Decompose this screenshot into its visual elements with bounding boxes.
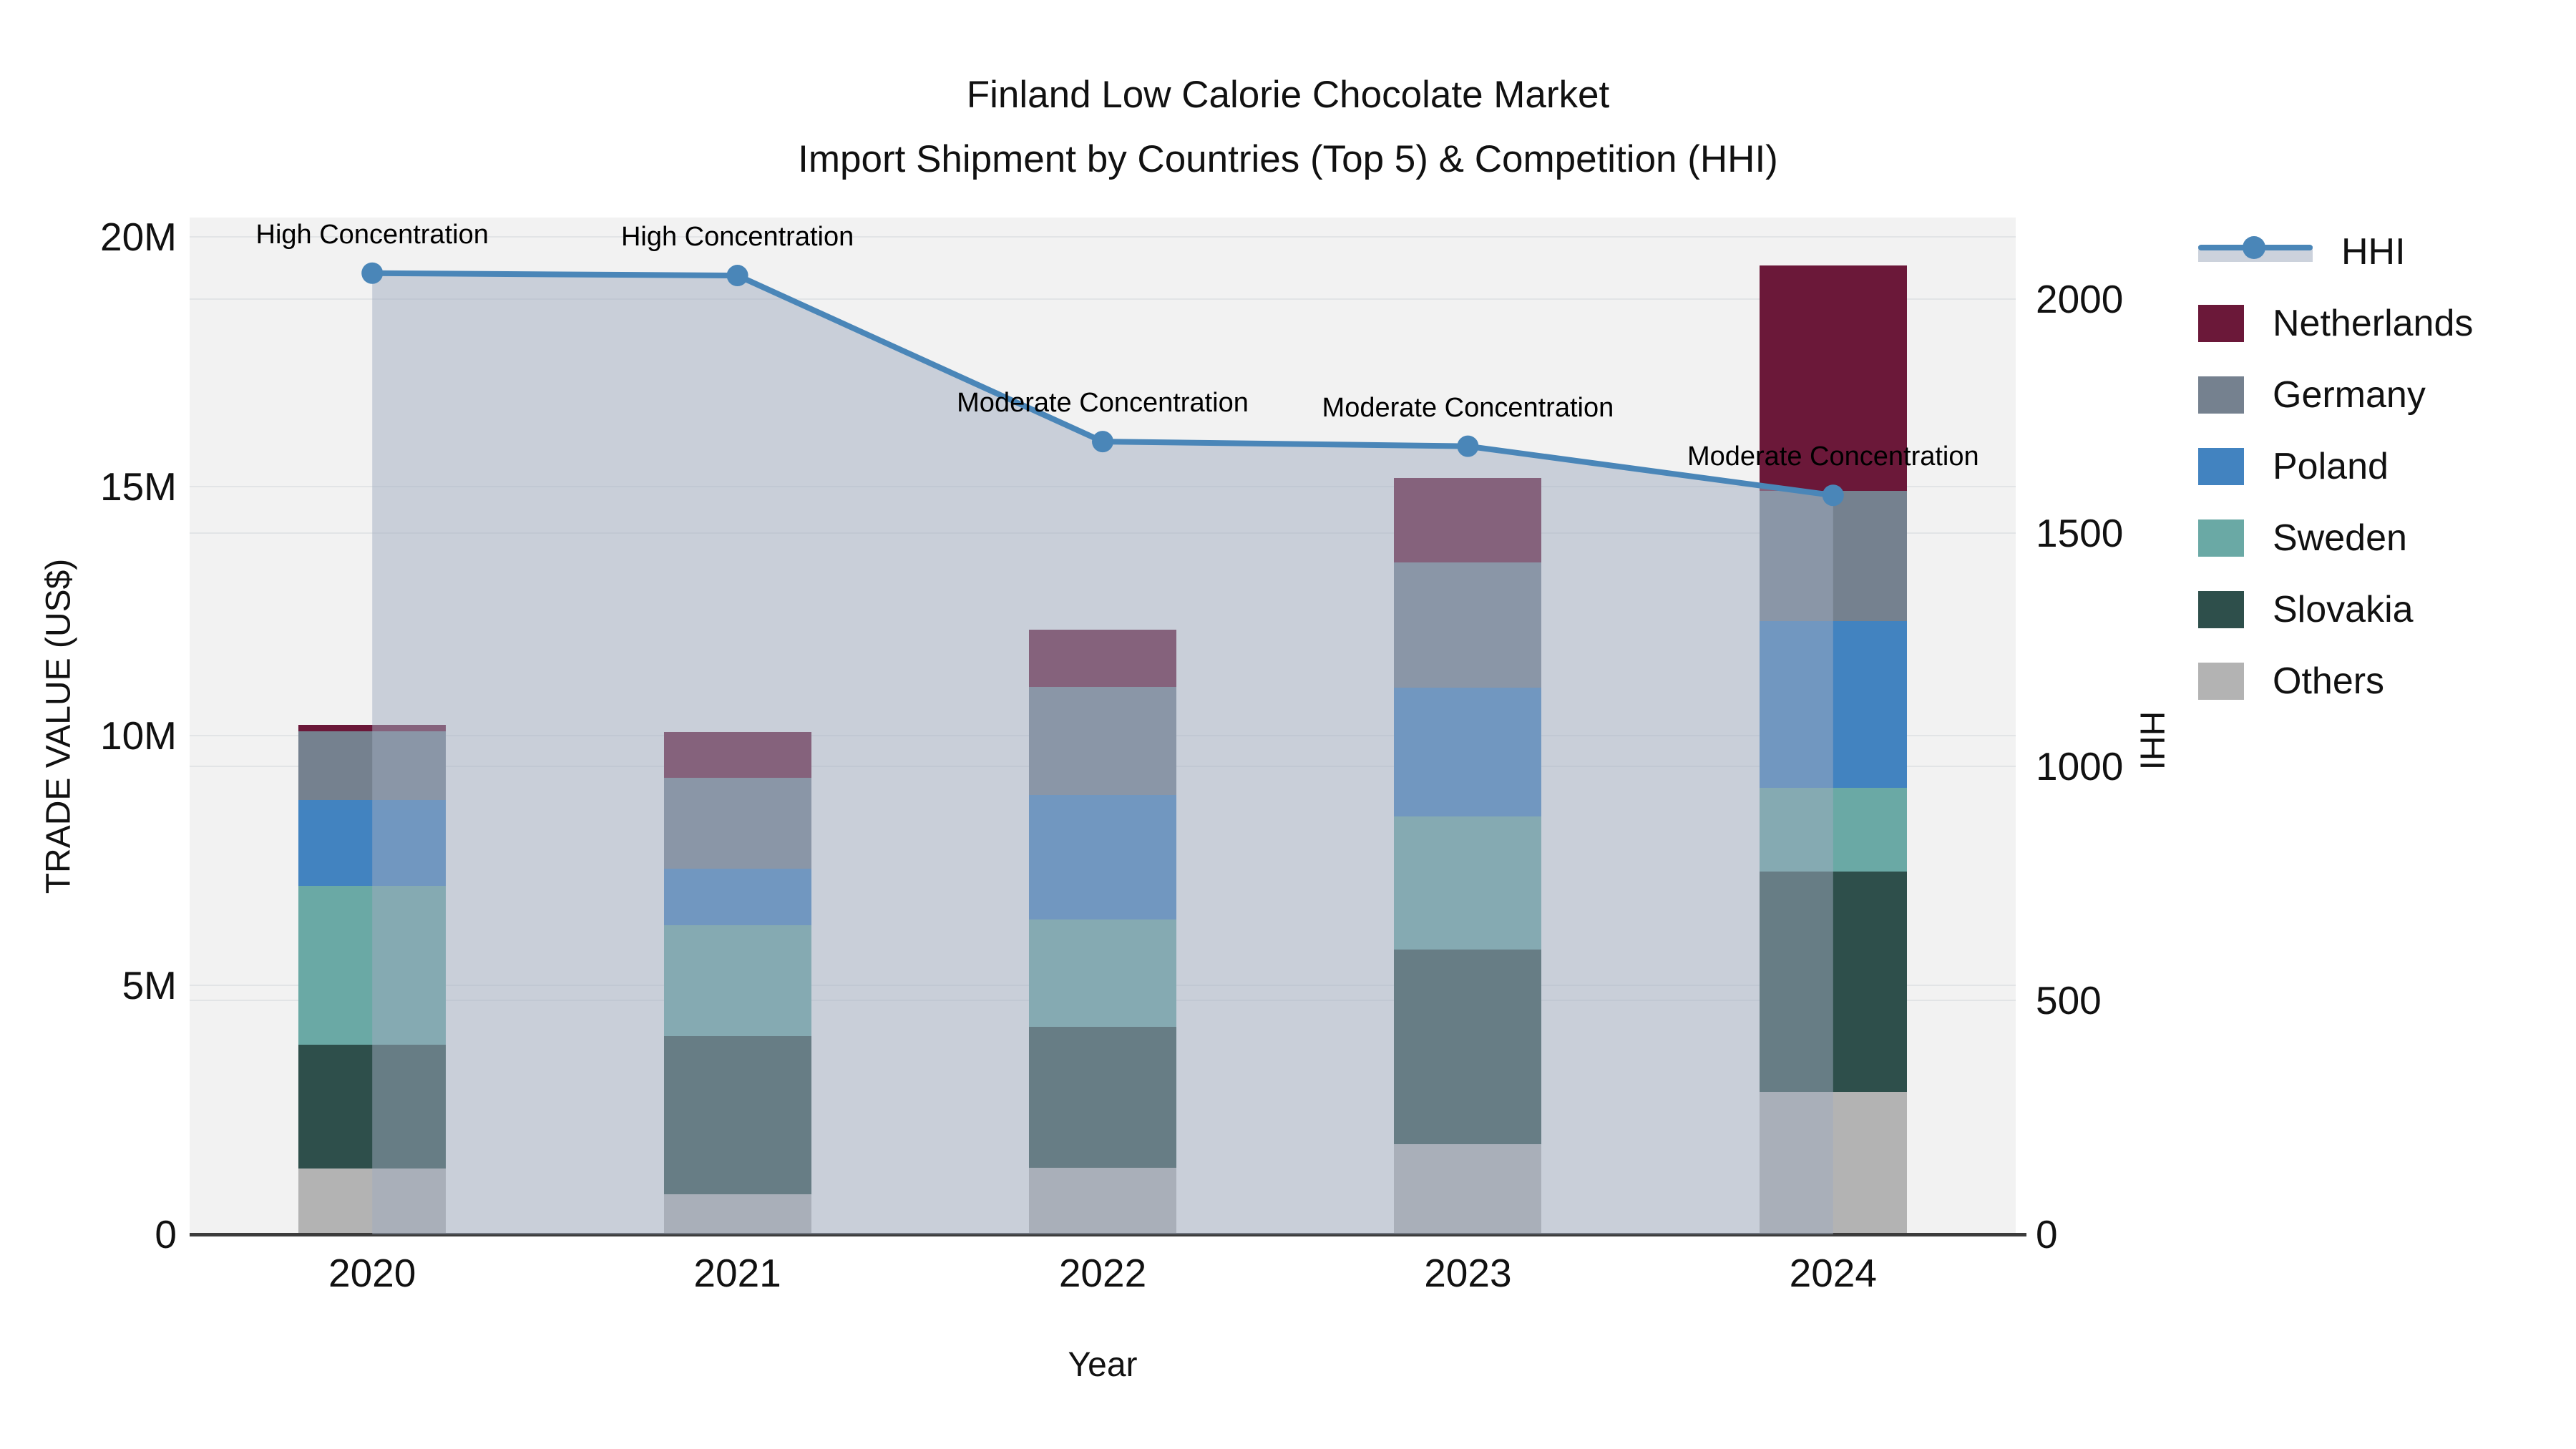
y2-axis-title: HHI bbox=[2132, 711, 2171, 770]
bar-segment-netherlands-2020[interactable] bbox=[298, 724, 447, 731]
hhi-line-legend-glyph bbox=[2198, 233, 2313, 270]
gridline-trade-20 bbox=[190, 236, 2016, 238]
y2-tick-500: 500 bbox=[2036, 978, 2102, 1023]
bar-segment-germany-2022[interactable] bbox=[1029, 686, 1176, 795]
bar-segment-sweden-2020[interactable] bbox=[298, 885, 447, 1045]
bar-segment-poland-2021[interactable] bbox=[663, 869, 811, 925]
legend-item-others[interactable]: Others bbox=[2198, 660, 2473, 703]
x-tick-2022: 2022 bbox=[1058, 1251, 1147, 1295]
legend-label-netherlands: Netherlands bbox=[2273, 303, 2474, 344]
legend-label-poland: Poland bbox=[2273, 446, 2389, 487]
bar-segment-poland-2024[interactable] bbox=[1759, 620, 1907, 789]
legend-label-hhi: HHI bbox=[2341, 231, 2406, 273]
x-axis-line bbox=[190, 1233, 2026, 1236]
legend-swatch-sweden bbox=[2198, 519, 2244, 557]
y-tick-20M: 20M bbox=[100, 215, 177, 260]
legend-item-netherlands[interactable]: Netherlands bbox=[2198, 302, 2473, 345]
bar-segment-germany-2021[interactable] bbox=[663, 778, 811, 869]
annotation-2024: Moderate Concentration bbox=[1687, 441, 1979, 472]
bar-segment-others-2024[interactable] bbox=[1759, 1092, 1907, 1234]
y2-tick-1500: 1500 bbox=[2036, 510, 2124, 555]
bar-segment-germany-2024[interactable] bbox=[1759, 490, 1907, 621]
legend-label-slovakia: Slovakia bbox=[2273, 589, 2414, 630]
bar-segment-slovakia-2024[interactable] bbox=[1759, 872, 1907, 1093]
y-tick-0: 0 bbox=[155, 1212, 177, 1257]
bar-segment-germany-2020[interactable] bbox=[298, 731, 447, 800]
legend-swatch-netherlands bbox=[2198, 305, 2244, 342]
bar-segment-netherlands-2021[interactable] bbox=[663, 731, 811, 779]
bar-segment-others-2020[interactable] bbox=[298, 1169, 447, 1234]
bar-segment-germany-2023[interactable] bbox=[1394, 562, 1542, 688]
chart-title-line1: Finland Low Calorie Chocolate Market bbox=[966, 74, 1610, 116]
bar-segment-others-2022[interactable] bbox=[1029, 1168, 1176, 1234]
y-tick-10M: 10M bbox=[100, 713, 177, 758]
bar-segment-poland-2022[interactable] bbox=[1029, 795, 1176, 920]
y-tick-15M: 15M bbox=[100, 464, 177, 509]
legend-label-germany: Germany bbox=[2273, 374, 2426, 416]
annotation-2022: Moderate Concentration bbox=[957, 388, 1249, 419]
legend-swatch-others bbox=[2198, 663, 2244, 700]
legend-label-sweden: Sweden bbox=[2273, 517, 2407, 559]
bar-segment-slovakia-2022[interactable] bbox=[1029, 1027, 1176, 1169]
bar-segment-poland-2020[interactable] bbox=[298, 799, 447, 886]
bar-segment-sweden-2024[interactable] bbox=[1759, 788, 1907, 872]
x-tick-2021: 2021 bbox=[693, 1251, 781, 1295]
annotation-2023: Moderate Concentration bbox=[1322, 392, 1614, 423]
x-axis-title: Year bbox=[1068, 1346, 1138, 1384]
y2-tick-1000: 1000 bbox=[2036, 744, 2124, 789]
legend-item-hhi[interactable]: HHI bbox=[2198, 230, 2473, 273]
legend-item-sweden[interactable]: Sweden bbox=[2198, 517, 2473, 560]
x-tick-2023: 2023 bbox=[1424, 1251, 1512, 1295]
hhi-marker-legend-dot bbox=[2243, 236, 2265, 259]
bar-segment-netherlands-2022[interactable] bbox=[1029, 629, 1176, 687]
legend-label-others: Others bbox=[2273, 660, 2385, 702]
gridline-trade-15 bbox=[190, 485, 2016, 487]
legend-swatch-slovakia bbox=[2198, 591, 2244, 628]
bar-segment-slovakia-2021[interactable] bbox=[663, 1036, 811, 1195]
x-tick-2024: 2024 bbox=[1789, 1251, 1877, 1295]
chart-title-line2: Import Shipment by Countries (Top 5) & C… bbox=[798, 138, 1778, 180]
legend-item-slovakia[interactable]: Slovakia bbox=[2198, 588, 2473, 631]
legend-item-poland[interactable]: Poland bbox=[2198, 445, 2473, 488]
annotation-2020: High Concentration bbox=[255, 219, 489, 250]
legend-item-germany[interactable]: Germany bbox=[2198, 374, 2473, 416]
gridline-hhi-2000 bbox=[190, 298, 2016, 300]
y-axis-title: TRADE VALUE (US$) bbox=[39, 558, 78, 894]
chart-title: Finland Low Calorie Chocolate Market Imp… bbox=[0, 63, 2576, 192]
bar-segment-others-2021[interactable] bbox=[663, 1194, 811, 1234]
y2-tick-0: 0 bbox=[2036, 1212, 2058, 1257]
bar-segment-slovakia-2020[interactable] bbox=[298, 1045, 447, 1169]
bar-segment-others-2023[interactable] bbox=[1394, 1143, 1542, 1234]
bar-segment-poland-2023[interactable] bbox=[1394, 688, 1542, 816]
bar-segment-sweden-2021[interactable] bbox=[663, 924, 811, 1037]
bar-segment-sweden-2023[interactable] bbox=[1394, 816, 1542, 950]
bar-segment-sweden-2022[interactable] bbox=[1029, 919, 1176, 1028]
bar-segment-netherlands-2023[interactable] bbox=[1394, 478, 1542, 563]
legend-swatch-germany bbox=[2198, 376, 2244, 414]
gridline-hhi-1500 bbox=[190, 532, 2016, 534]
legend: HHI Netherlands Germany Poland Sweden Slovaki… bbox=[2198, 230, 2473, 703]
annotation-2021: High Concentration bbox=[620, 222, 854, 253]
legend-swatch-poland bbox=[2198, 448, 2244, 485]
y2-tick-2000: 2000 bbox=[2036, 276, 2124, 321]
x-tick-2020: 2020 bbox=[328, 1251, 416, 1295]
y-tick-5M: 5M bbox=[122, 962, 177, 1008]
bar-segment-slovakia-2023[interactable] bbox=[1394, 950, 1542, 1144]
